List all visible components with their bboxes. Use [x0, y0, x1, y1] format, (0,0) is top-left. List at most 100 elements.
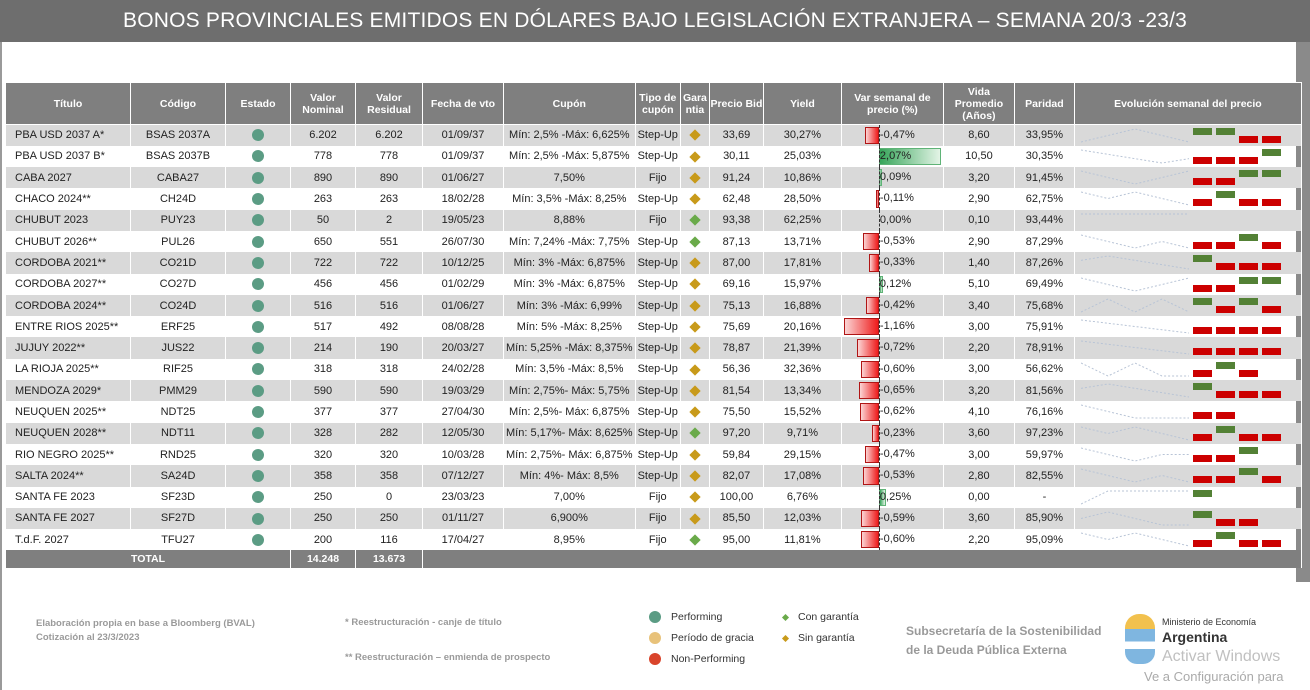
status-performing-icon [252, 448, 264, 461]
titulo-cell: LA RIOJA 2025** [5, 358, 131, 381]
precio-bid-cell: 93,38 [708, 209, 764, 231]
var-axis [878, 230, 880, 253]
win-loss-chart [1192, 359, 1293, 380]
estado-cell [225, 316, 291, 338]
precio-bid-cell: 30,11 [708, 145, 764, 168]
yield-cell: 29,15% [762, 443, 842, 466]
table-row: CORDOBA 2024** CO24D 516 516 01/06/27 Mín: 3%… [5, 294, 1302, 317]
paridad-cell: 59,97% [1013, 443, 1075, 466]
var-label: -0,53% [879, 469, 915, 482]
win-loss-chart [1192, 529, 1293, 550]
sparkline [1080, 255, 1189, 270]
status-performing-icon [252, 193, 264, 206]
table-row: RIO NEGRO 2025** RND25 320 320 10/03/28 Mín: … [5, 443, 1302, 466]
yield-cell: 11,81% [762, 529, 842, 551]
up-mark [1192, 383, 1212, 391]
var-label: -0,42% [879, 298, 915, 311]
vida-promedio-cell: 4,10 [942, 401, 1015, 423]
var-axis [878, 316, 880, 338]
var-bar [844, 318, 879, 336]
table-row: SANTA FE 2027 SF27D 250 250 01/11/27 6,900% Fi… [5, 507, 1302, 530]
evolucion-cell [1073, 507, 1302, 530]
sparkline [1080, 340, 1189, 355]
valor-residual-cell: 590 [355, 380, 423, 402]
paridad-cell: 62,75% [1013, 188, 1075, 210]
down-mark [1261, 540, 1281, 548]
estado-cell [225, 486, 291, 508]
subsecretaria-line2: de la Deuda Pública Externa [906, 643, 1067, 657]
paridad-cell: 56,62% [1013, 358, 1075, 381]
var-semanal-cell: -0,60% [840, 358, 944, 381]
garantia-cell [679, 167, 710, 189]
codigo-cell: ERF25 [130, 316, 226, 338]
up-mark [1192, 255, 1212, 263]
vida-promedio-cell: 3,40 [942, 294, 1015, 317]
valor-nominal-cell: 250 [290, 486, 356, 508]
precio-bid-cell: 69,16 [708, 273, 764, 295]
table-row: CHUBUT 2023 PUY23 50 2 19/05/23 8,88% Fijo 93,3… [5, 209, 1302, 231]
paridad-cell: 82,55% [1013, 465, 1075, 487]
var-bar [863, 467, 879, 485]
column-header: Evolución semanal del precio [1073, 82, 1302, 125]
codigo-cell: NDT25 [130, 401, 226, 423]
down-mark [1192, 540, 1212, 548]
note-2: ** Reestructuración – enmienda de prospe… [345, 652, 551, 663]
sin-garantia-icon [689, 193, 701, 205]
titulo-cell: RIO NEGRO 2025** [5, 443, 131, 466]
var-axis [878, 465, 880, 487]
status-performing-icon [252, 427, 264, 440]
valor-nominal-cell: 590 [290, 380, 356, 402]
var-bar [866, 296, 879, 315]
var-axis [878, 167, 880, 189]
valor-nominal-cell: 377 [290, 401, 356, 423]
sin-garantia-icon [689, 321, 701, 333]
paridad-cell: 33,95% [1013, 124, 1075, 146]
estado-cell [225, 422, 291, 444]
var-bar [875, 190, 879, 208]
evolucion-cell [1073, 465, 1302, 487]
down-mark [1215, 327, 1235, 335]
yield-cell: 20,16% [762, 316, 842, 338]
valor-residual-cell: 358 [355, 465, 423, 487]
sin-garantia-icon [781, 634, 790, 642]
fecha-vto-cell: 23/03/23 [422, 486, 504, 508]
win-loss-chart [1193, 210, 1293, 231]
win-loss-chart [1192, 252, 1293, 273]
evolucion-cell [1073, 294, 1302, 317]
var-semanal-cell: 0,12% [840, 273, 944, 295]
vida-promedio-cell: 2,80 [942, 465, 1015, 487]
codigo-cell: TFU27 [130, 529, 226, 551]
down-mark [1215, 305, 1235, 313]
cupon-cell: Mín: 2,75%- Máx: 5,75% [503, 380, 636, 402]
status-performing-icon [252, 342, 264, 355]
precio-bid-cell: 82,07 [708, 465, 764, 487]
titulo-cell: CORDOBA 2027** [5, 273, 131, 295]
var-semanal-cell: -0,53% [840, 465, 944, 487]
valor-nominal-cell: 516 [290, 294, 356, 317]
nonperforming-icon [649, 653, 661, 665]
fecha-vto-cell: 12/05/30 [422, 422, 504, 444]
sparkline [1080, 447, 1189, 462]
vida-promedio-cell: 3,60 [942, 507, 1015, 530]
paridad-cell: 85,90% [1013, 507, 1075, 530]
source-text: Elaboración propia en base a Bloomberg (… [36, 618, 255, 629]
fecha-vto-cell: 20/03/27 [422, 337, 504, 359]
fecha-vto-cell: 07/12/27 [422, 465, 504, 487]
var-semanal-cell: -0,11% [840, 188, 944, 210]
tipo-cupon-cell: Step-Up [634, 422, 681, 444]
tipo-cupon-cell: Step-Up [634, 443, 681, 466]
sin-garantia-icon [689, 172, 701, 184]
codigo-cell: CABA27 [130, 167, 226, 189]
down-mark [1215, 241, 1235, 249]
win-loss-chart [1192, 444, 1293, 465]
tipo-cupon-cell: Fijo [634, 507, 681, 530]
coat-of-arms-logo [1125, 614, 1155, 664]
valor-nominal-cell: 778 [290, 145, 356, 168]
var-label: -0,72% [879, 341, 915, 354]
win-loss-chart [1192, 188, 1293, 209]
down-mark [1215, 412, 1235, 420]
estado-cell [225, 230, 291, 253]
codigo-cell: CO21D [130, 252, 226, 274]
valor-nominal-cell: 250 [290, 507, 356, 530]
yield-cell: 13,71% [762, 230, 842, 253]
